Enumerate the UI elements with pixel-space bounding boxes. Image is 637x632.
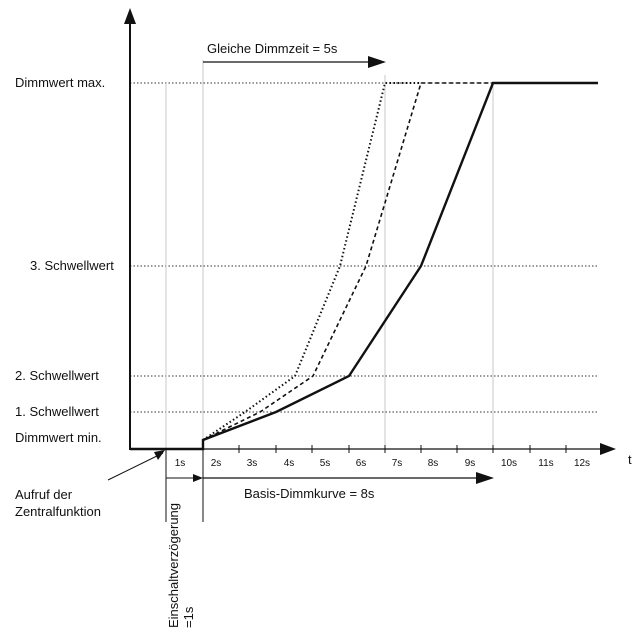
tick-label: 6s [356,458,367,469]
central-call-label-line1: Aufruf der [15,487,73,502]
tick-label: 2s [211,458,222,469]
central-call-arrow-icon [154,450,165,460]
tick-label: 9s [465,458,476,469]
tick-label: 4s [284,458,295,469]
base-curve-label: Basis-Dimmkurve = 8s [244,486,375,501]
level-lines [130,82,598,413]
dotted-dimming-curve [202,82,421,441]
central-call-pointer [107,452,164,481]
equal-dim-time-label: Gleiche Dimmzeit = 5s [207,41,338,56]
label-dimmwert-min: Dimmwert min. [15,430,102,445]
base-curve-arrow-icon [476,472,494,484]
switch-on-delay-line2: =1s [181,606,196,628]
central-call-label-line2: Zentralfunktion [15,504,101,519]
tick-label: 7s [392,458,403,469]
equal-dim-time-arrow-icon [368,56,386,68]
delay-arrow-icon [193,474,203,482]
tick-label: 5s [320,458,331,469]
x-axis-arrow-icon [600,443,616,455]
dashed-dimming-curve [202,82,493,441]
switch-on-delay-line1: Einschaltverzögerung [166,503,181,628]
tick-label: 11s [538,458,553,469]
label-schwellwert-2: 2. Schwellwert [15,368,99,383]
tick-label: 12s [574,458,590,469]
vertical-grid [165,60,494,448]
x-ticks [238,445,567,453]
switch-on-delay-label: Einschaltverzögerung =1s [166,503,196,628]
label-schwellwert-3: 3. Schwellwert [30,258,114,273]
label-dimmwert-max: Dimmwert max. [15,75,105,90]
tick-label: 3s [247,458,258,469]
time-axis-label: t [628,452,632,467]
tick-label: 1s [175,458,186,469]
base-dimming-curve [130,81,598,451]
tick-label: 10s [501,458,517,469]
tick-labels: 1s 2s 3s 4s 5s 6s 7s 8s 9s 10s 11s 12s [175,458,590,469]
y-axis-arrow-icon [124,8,136,24]
label-schwellwert-1: 1. Schwellwert [15,404,99,419]
tick-label: 8s [428,458,439,469]
